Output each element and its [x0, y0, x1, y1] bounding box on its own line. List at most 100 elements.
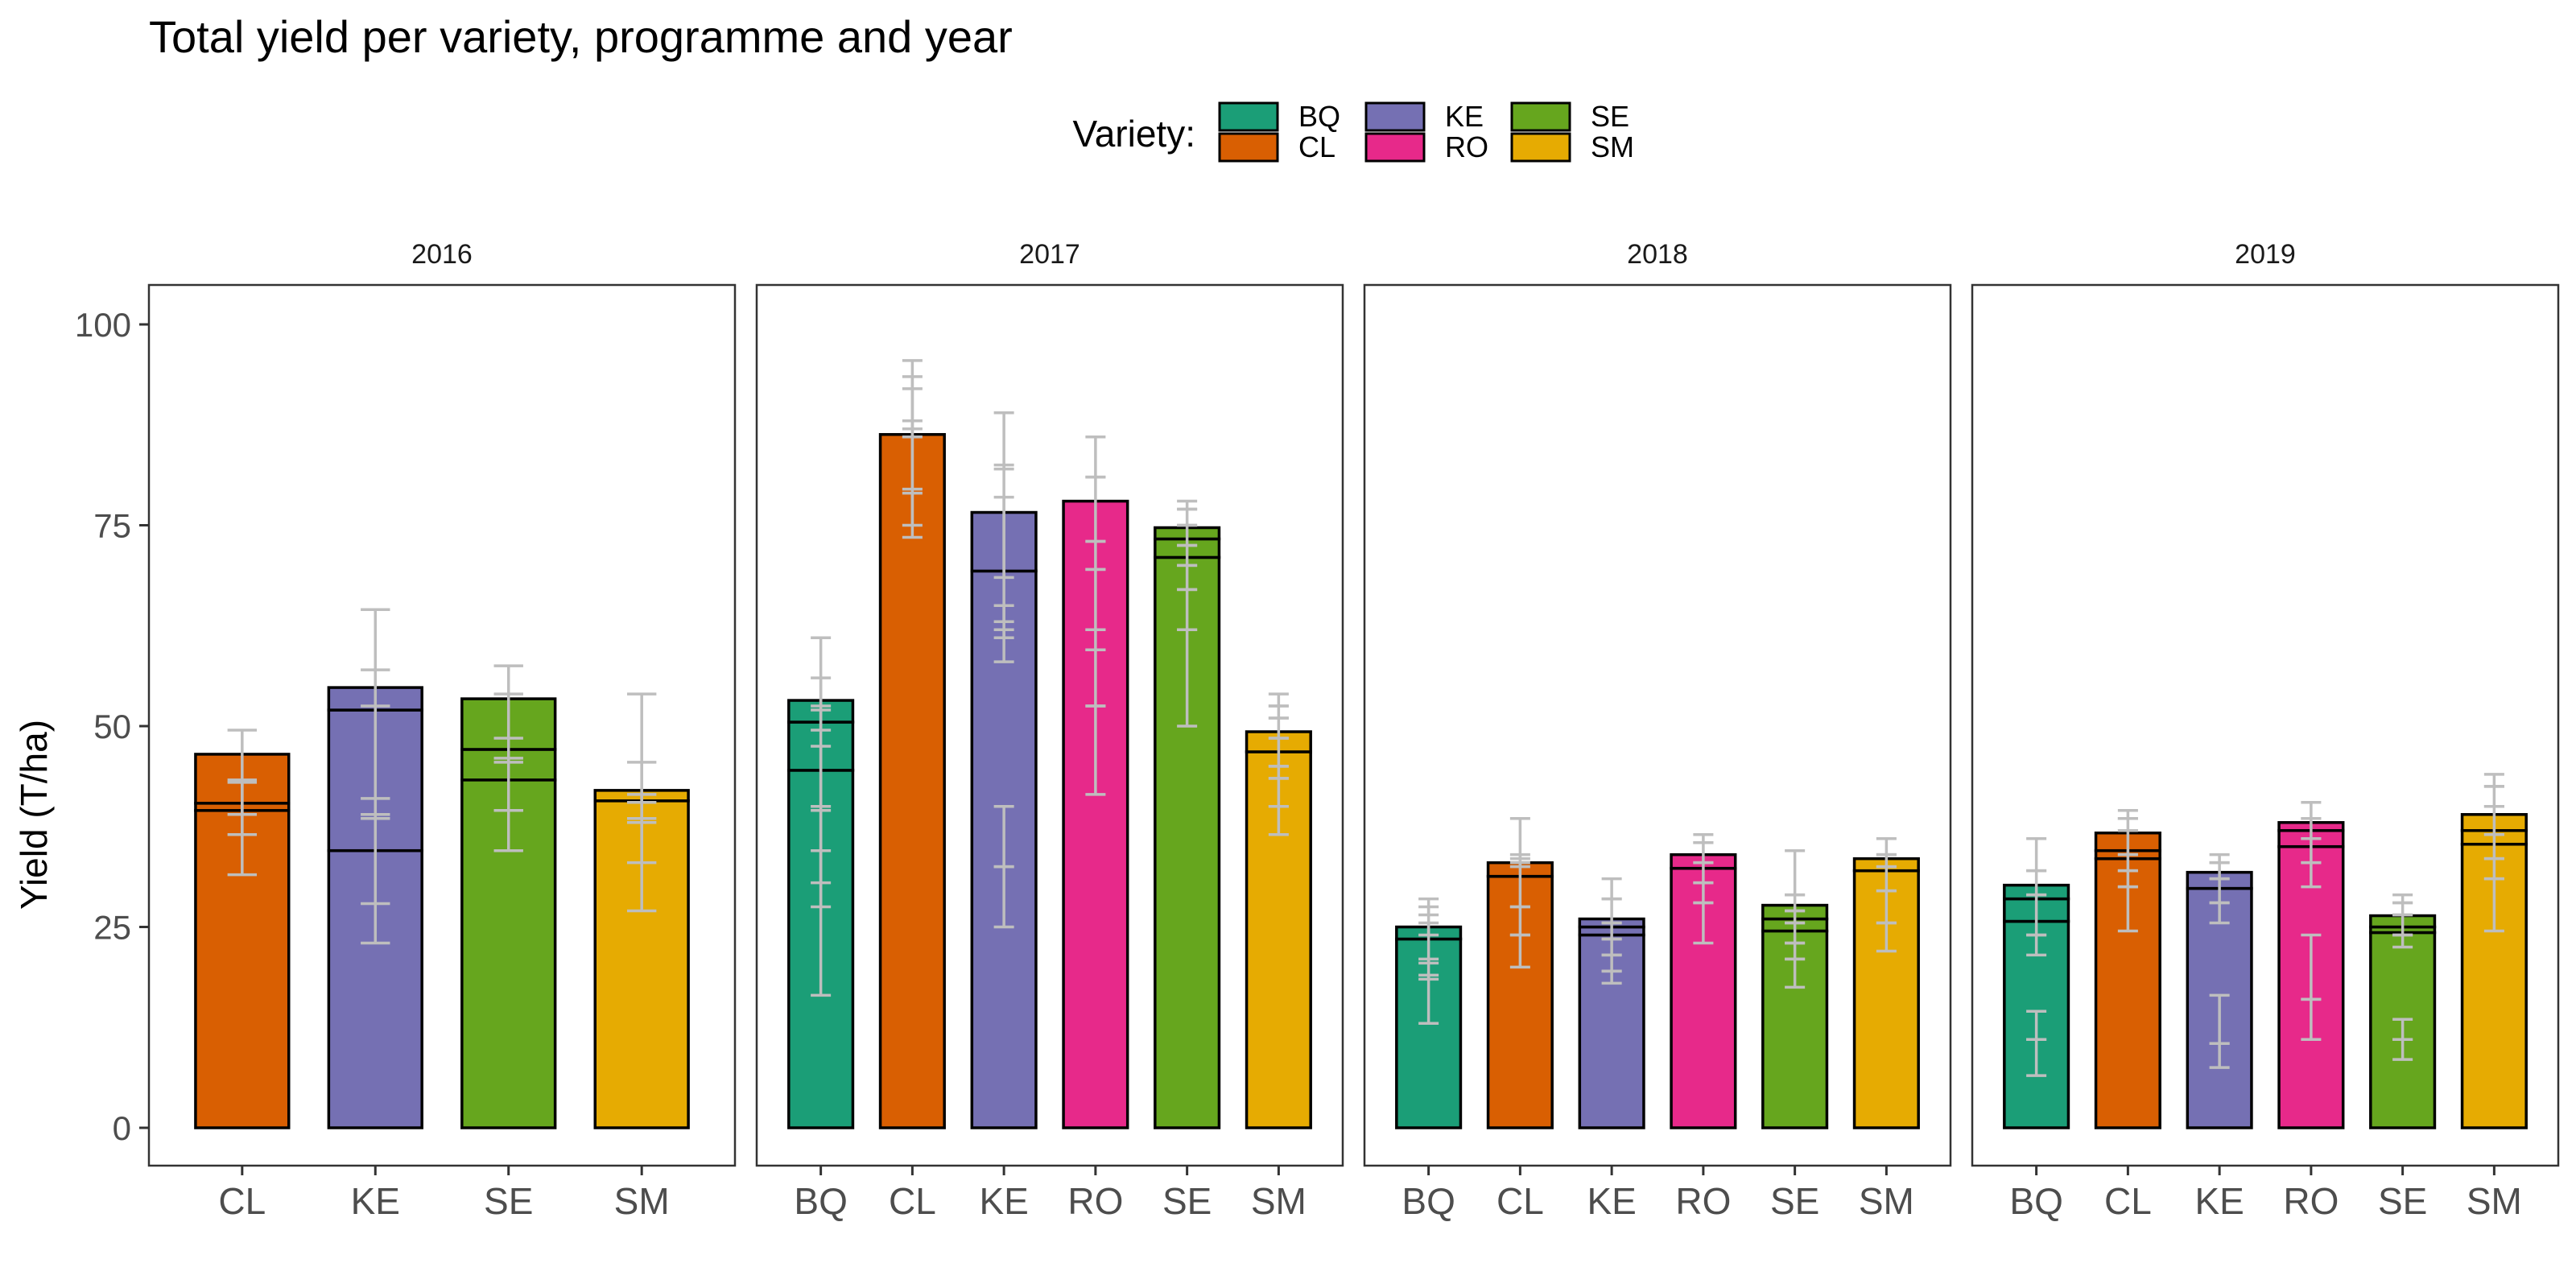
bar-2017-ro — [1062, 435, 1129, 1129]
error-bar — [2117, 809, 2138, 820]
bar-2019-sm — [2460, 773, 2528, 1129]
x-tick-label: RO — [2283, 1180, 2339, 1222]
legend-swatch-sm — [1510, 132, 1571, 163]
x-tick-label: SE — [2378, 1180, 2427, 1222]
x-tick-label: KE — [979, 1180, 1028, 1222]
y-tick-label: 75 — [93, 507, 131, 545]
panel-year-label: 2018 — [1627, 239, 1688, 270]
legend-label-ro: RO — [1445, 130, 1488, 163]
bar-2018-sm — [1852, 836, 1920, 1129]
bar-2019-bq — [2003, 836, 2070, 1129]
legend-label-se: SE — [1591, 100, 1629, 133]
panel-frame — [1363, 283, 1952, 1167]
bar-2017-sm — [1245, 692, 1312, 1129]
x-tick-label: CL — [1496, 1180, 1544, 1222]
panel-frame — [1971, 283, 2560, 1167]
x-tick-label: CL — [889, 1180, 936, 1222]
panel-2018: 2018 BQ CL KE RO SE SM — [1363, 239, 1952, 1222]
bar-2019-se — [2369, 893, 2437, 1129]
error-bar — [227, 729, 258, 816]
legend-swatch-ro — [1364, 132, 1426, 163]
y-axis-label: Yield (T/ha) — [13, 720, 55, 910]
error-bar — [2392, 1018, 2413, 1041]
legend-swatch-se — [1510, 101, 1571, 132]
bar-2018-bq — [1395, 897, 1463, 1129]
bar-segment — [194, 809, 291, 1129]
bar-2016-ke — [327, 608, 423, 1129]
error-bar — [1085, 435, 1106, 479]
error-bar — [2483, 773, 2504, 788]
x-tick-label: BQ — [1402, 1180, 1455, 1222]
bar-2017-bq — [787, 636, 855, 1129]
error-bar — [993, 805, 1014, 869]
bar-2019-ro — [2277, 801, 2345, 1129]
x-tick-label: SM — [1859, 1180, 1914, 1222]
y-axis: 0 25 50 75 100 — [75, 306, 149, 1147]
legend-label-sm: SM — [1591, 130, 1634, 163]
x-tick-label: KE — [2194, 1180, 2244, 1222]
x-tick-label: SE — [1770, 1180, 1819, 1222]
error-bar — [902, 359, 923, 431]
legend-swatch-bq — [1218, 101, 1279, 132]
error-bar — [2026, 836, 2047, 873]
y-tick-label: 25 — [93, 909, 131, 947]
x-tick-label: BQ — [794, 1180, 847, 1222]
bar-2018-se — [1761, 848, 1829, 1129]
error-bar — [1693, 832, 1714, 844]
bar-2018-ke — [1578, 877, 1645, 1129]
bar-2017-cl — [878, 359, 946, 1129]
error-bar — [1601, 877, 1622, 901]
error-bar — [2392, 893, 2413, 905]
legend-swatch-ke — [1364, 101, 1426, 132]
x-tick-label: BQ — [2009, 1180, 2062, 1222]
error-bar — [1418, 897, 1439, 917]
error-bar — [811, 636, 832, 708]
error-bar — [2301, 801, 2322, 820]
legend-label-ke: KE — [1445, 100, 1484, 133]
x-tick-label: CL — [218, 1180, 266, 1222]
x-tick-label: KE — [351, 1180, 400, 1222]
bar-2018-ro — [1670, 832, 1737, 1129]
x-tick-label: SM — [2467, 1180, 2522, 1222]
x-tick-label: SE — [484, 1180, 533, 1222]
legend-label-cl: CL — [1298, 130, 1335, 163]
legend-swatch-cl — [1218, 132, 1279, 163]
error-bar — [626, 692, 657, 804]
error-bar — [493, 664, 523, 740]
panel-frame — [755, 283, 1344, 1167]
bar-2017-se — [1154, 499, 1221, 1129]
legend-label-bq: BQ — [1298, 100, 1340, 133]
bar-2019-ke — [2186, 852, 2253, 1129]
error-bar — [993, 411, 1014, 471]
panel-year-label: 2019 — [2235, 239, 2296, 270]
error-bar — [2209, 852, 2230, 865]
error-bar — [1509, 817, 1530, 861]
bar-2016-cl — [194, 729, 291, 1129]
panels: 2016 CL KE SE SM 2017 BQ CL KE RO SE SM 2018 BQ CL KE RO… — [147, 239, 2560, 1222]
y-tick-label: 50 — [93, 708, 131, 745]
error-bar — [1876, 836, 1897, 857]
bar-2016-sm — [593, 692, 690, 1129]
error-bar — [2026, 1009, 2047, 1041]
error-bar — [2301, 933, 2322, 1001]
x-tick-label: CL — [2104, 1180, 2152, 1222]
x-tick-label: RO — [1067, 1180, 1123, 1222]
x-tick-label: SE — [1162, 1180, 1212, 1222]
y-tick-label: 100 — [75, 306, 131, 344]
error-bar — [361, 608, 390, 816]
error-bar — [1268, 692, 1289, 708]
panel-2016: 2016 CL KE SE SM — [147, 239, 737, 1222]
error-bar — [1785, 848, 1806, 897]
bar-2018-cl — [1486, 817, 1554, 1129]
panel-year-label: 2016 — [411, 239, 473, 270]
panel-2017: 2017 BQ CL KE RO SE SM — [755, 239, 1344, 1222]
error-bar — [1177, 499, 1198, 511]
chart-title: Total yield per variety, programme and y… — [149, 11, 1013, 62]
bar-2016-se — [460, 664, 557, 1129]
bar-2019-cl — [2094, 809, 2161, 1129]
x-tick-label: KE — [1587, 1180, 1636, 1222]
x-tick-label: SM — [1251, 1180, 1307, 1222]
